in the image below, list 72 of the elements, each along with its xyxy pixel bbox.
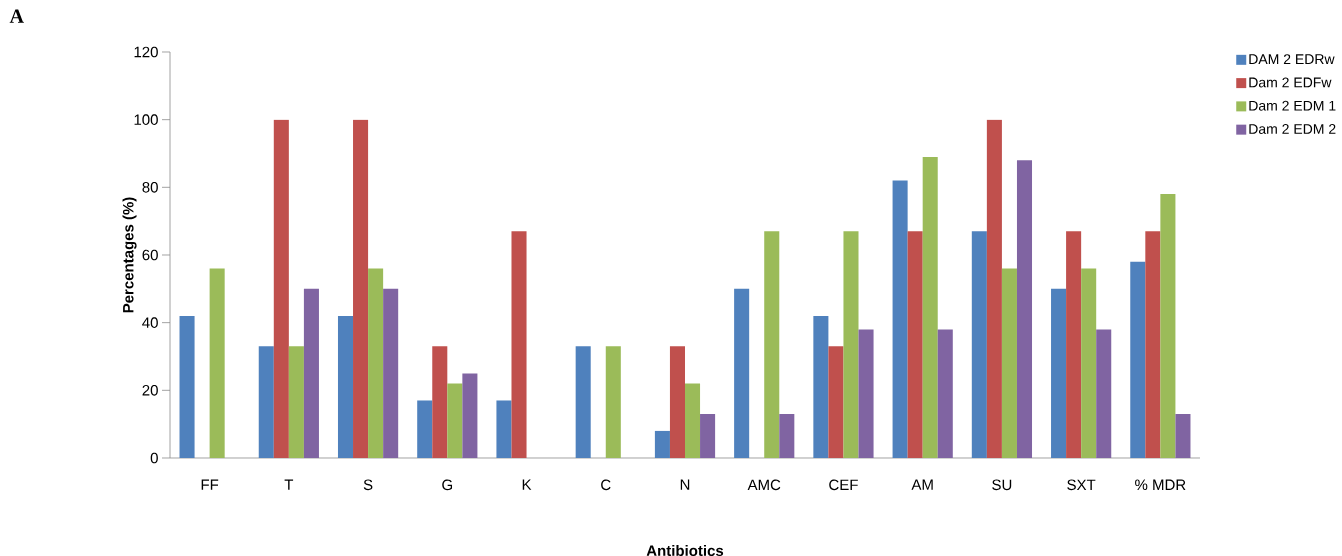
bar <box>1160 194 1176 458</box>
bar <box>1175 414 1191 458</box>
bar <box>462 373 478 458</box>
bar <box>764 231 780 458</box>
bar <box>700 414 716 458</box>
bar <box>1016 160 1033 458</box>
bar <box>368 268 384 458</box>
bar <box>685 383 701 458</box>
x-tick-label: AM <box>911 479 933 490</box>
bar <box>937 329 953 458</box>
y-tick-label: 20 <box>142 385 158 396</box>
x-axis-title: Antibiotics <box>646 545 724 556</box>
text: A <box>9 9 24 23</box>
x-tick-label: SXT <box>1067 479 1096 491</box>
bar <box>209 268 225 458</box>
bar <box>179 315 195 458</box>
bar <box>337 315 354 458</box>
bar <box>353 119 369 458</box>
legend-label: DAM 2 EDRw <box>1249 54 1335 64</box>
x-tick-label: G <box>442 479 453 491</box>
y-tick-label: 120 <box>134 46 158 58</box>
x-tick-label: K <box>522 479 532 490</box>
bar <box>432 346 448 458</box>
x-tick-label: N <box>680 479 690 490</box>
y-axis-title: Percentages (%) <box>122 197 137 313</box>
bar <box>1130 261 1146 458</box>
x-tick-label: AMC <box>747 479 781 491</box>
bar <box>843 231 859 458</box>
bar <box>383 288 399 458</box>
y-tick-label: 60 <box>142 249 158 261</box>
x-tick-label: FF <box>201 479 219 490</box>
bar <box>417 400 433 458</box>
bar <box>986 119 1002 458</box>
bar <box>496 400 512 458</box>
bar <box>1081 268 1097 458</box>
y-tick-label: 100 <box>134 114 158 125</box>
bar <box>273 119 289 458</box>
legend-label: Dam 2 EDFw <box>1249 77 1332 88</box>
legend-label: Dam 2 EDM 1 <box>1249 100 1336 111</box>
bar <box>511 231 527 458</box>
bar <box>1096 329 1112 458</box>
x-tick-label: SU <box>992 479 1012 491</box>
bar <box>654 430 670 458</box>
bar <box>605 346 621 458</box>
bar <box>669 346 685 458</box>
bar <box>971 231 987 458</box>
x-tick-label: % MDR <box>1135 479 1186 491</box>
x-tick-label: CEF <box>829 479 858 491</box>
bar <box>922 156 938 458</box>
bar <box>575 346 591 458</box>
bar <box>813 315 829 458</box>
x-tick-label: C <box>601 479 611 491</box>
bar <box>303 288 319 458</box>
legend-label: Dam 2 EDM 2 <box>1249 124 1336 134</box>
bar <box>447 383 463 458</box>
bar <box>734 288 750 458</box>
bar <box>828 346 844 458</box>
bar <box>1066 231 1082 458</box>
bar <box>858 329 874 458</box>
bar <box>1001 268 1017 458</box>
x-tick-label: S <box>363 479 373 491</box>
y-tick-label: 40 <box>142 317 158 328</box>
x-tick-label: T <box>284 479 294 490</box>
bar <box>1145 231 1161 458</box>
bar <box>1051 288 1067 458</box>
bar <box>779 414 795 458</box>
y-tick-label: 80 <box>142 182 158 193</box>
bar <box>892 180 908 458</box>
bar <box>258 346 274 458</box>
y-tick-label: 0 <box>150 452 158 464</box>
bar <box>288 346 304 458</box>
bar <box>907 231 923 458</box>
